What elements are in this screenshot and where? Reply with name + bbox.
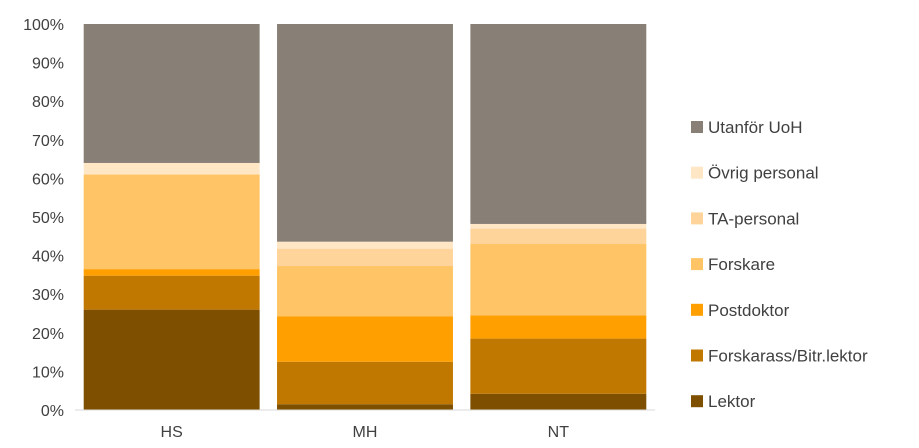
y-tick-label: 90% bbox=[32, 56, 64, 73]
legend-swatch bbox=[691, 303, 703, 316]
bar-segment bbox=[83, 269, 260, 276]
y-tick-label: 100% bbox=[23, 17, 64, 34]
y-tick-label: 40% bbox=[32, 249, 64, 266]
bars bbox=[83, 24, 647, 410]
bar-segment bbox=[470, 228, 647, 245]
bar-segment bbox=[83, 162, 260, 175]
bar-segment bbox=[470, 24, 647, 224]
legend: Utanför UoH Övrig personal TA-personal For… bbox=[691, 118, 868, 411]
legend-label: TA-personal bbox=[708, 209, 799, 228]
bar-segment bbox=[470, 315, 647, 339]
legend-swatch bbox=[691, 258, 703, 271]
x-axis: HS MH NT bbox=[161, 424, 570, 441]
legend-label: Övrig personal bbox=[708, 164, 819, 183]
legend-label: Forskarass/Bitr.lektor bbox=[708, 347, 868, 366]
y-tick-label: 20% bbox=[32, 326, 64, 343]
legend-label: Forskare bbox=[708, 255, 775, 274]
bar-segment bbox=[470, 338, 647, 394]
legend-label: Utanför UoH bbox=[708, 118, 802, 137]
bar-segment bbox=[277, 241, 453, 249]
legend-swatch bbox=[691, 212, 703, 225]
bar-segment bbox=[277, 404, 453, 410]
bar-segment bbox=[277, 316, 453, 362]
y-tick-label: 80% bbox=[32, 94, 64, 111]
y-tick-label: 0% bbox=[41, 403, 64, 420]
y-tick-label: 60% bbox=[32, 171, 64, 188]
bar-segment bbox=[83, 309, 260, 410]
bar-segment bbox=[470, 244, 647, 316]
category-label: MH bbox=[353, 424, 378, 441]
y-tick-label: 30% bbox=[32, 287, 64, 304]
y-tick-label: 10% bbox=[32, 364, 64, 381]
legend-swatch bbox=[691, 395, 703, 408]
bar-segment bbox=[470, 393, 647, 410]
category-label: HS bbox=[161, 424, 183, 441]
bar-segment bbox=[83, 174, 260, 270]
legend-label: Lektor bbox=[708, 392, 756, 411]
bar-segment bbox=[277, 248, 453, 267]
bar-segment bbox=[277, 266, 453, 317]
y-tick-label: 50% bbox=[32, 210, 64, 227]
category-label: NT bbox=[548, 424, 570, 441]
legend-swatch bbox=[691, 349, 703, 362]
bar-segment bbox=[277, 24, 453, 242]
legend-swatch bbox=[691, 121, 703, 133]
bar-segment bbox=[83, 24, 260, 163]
y-axis: 0% 10% 20% 30% 40% 50% 60% 70% 80% 90% 100% bbox=[23, 17, 64, 420]
bar-segment bbox=[83, 275, 260, 310]
bar-segment bbox=[277, 361, 453, 405]
legend-swatch bbox=[691, 166, 703, 179]
bar-segment bbox=[470, 223, 647, 229]
legend-label: Postdoktor bbox=[708, 301, 790, 320]
y-tick-label: 70% bbox=[32, 133, 64, 150]
